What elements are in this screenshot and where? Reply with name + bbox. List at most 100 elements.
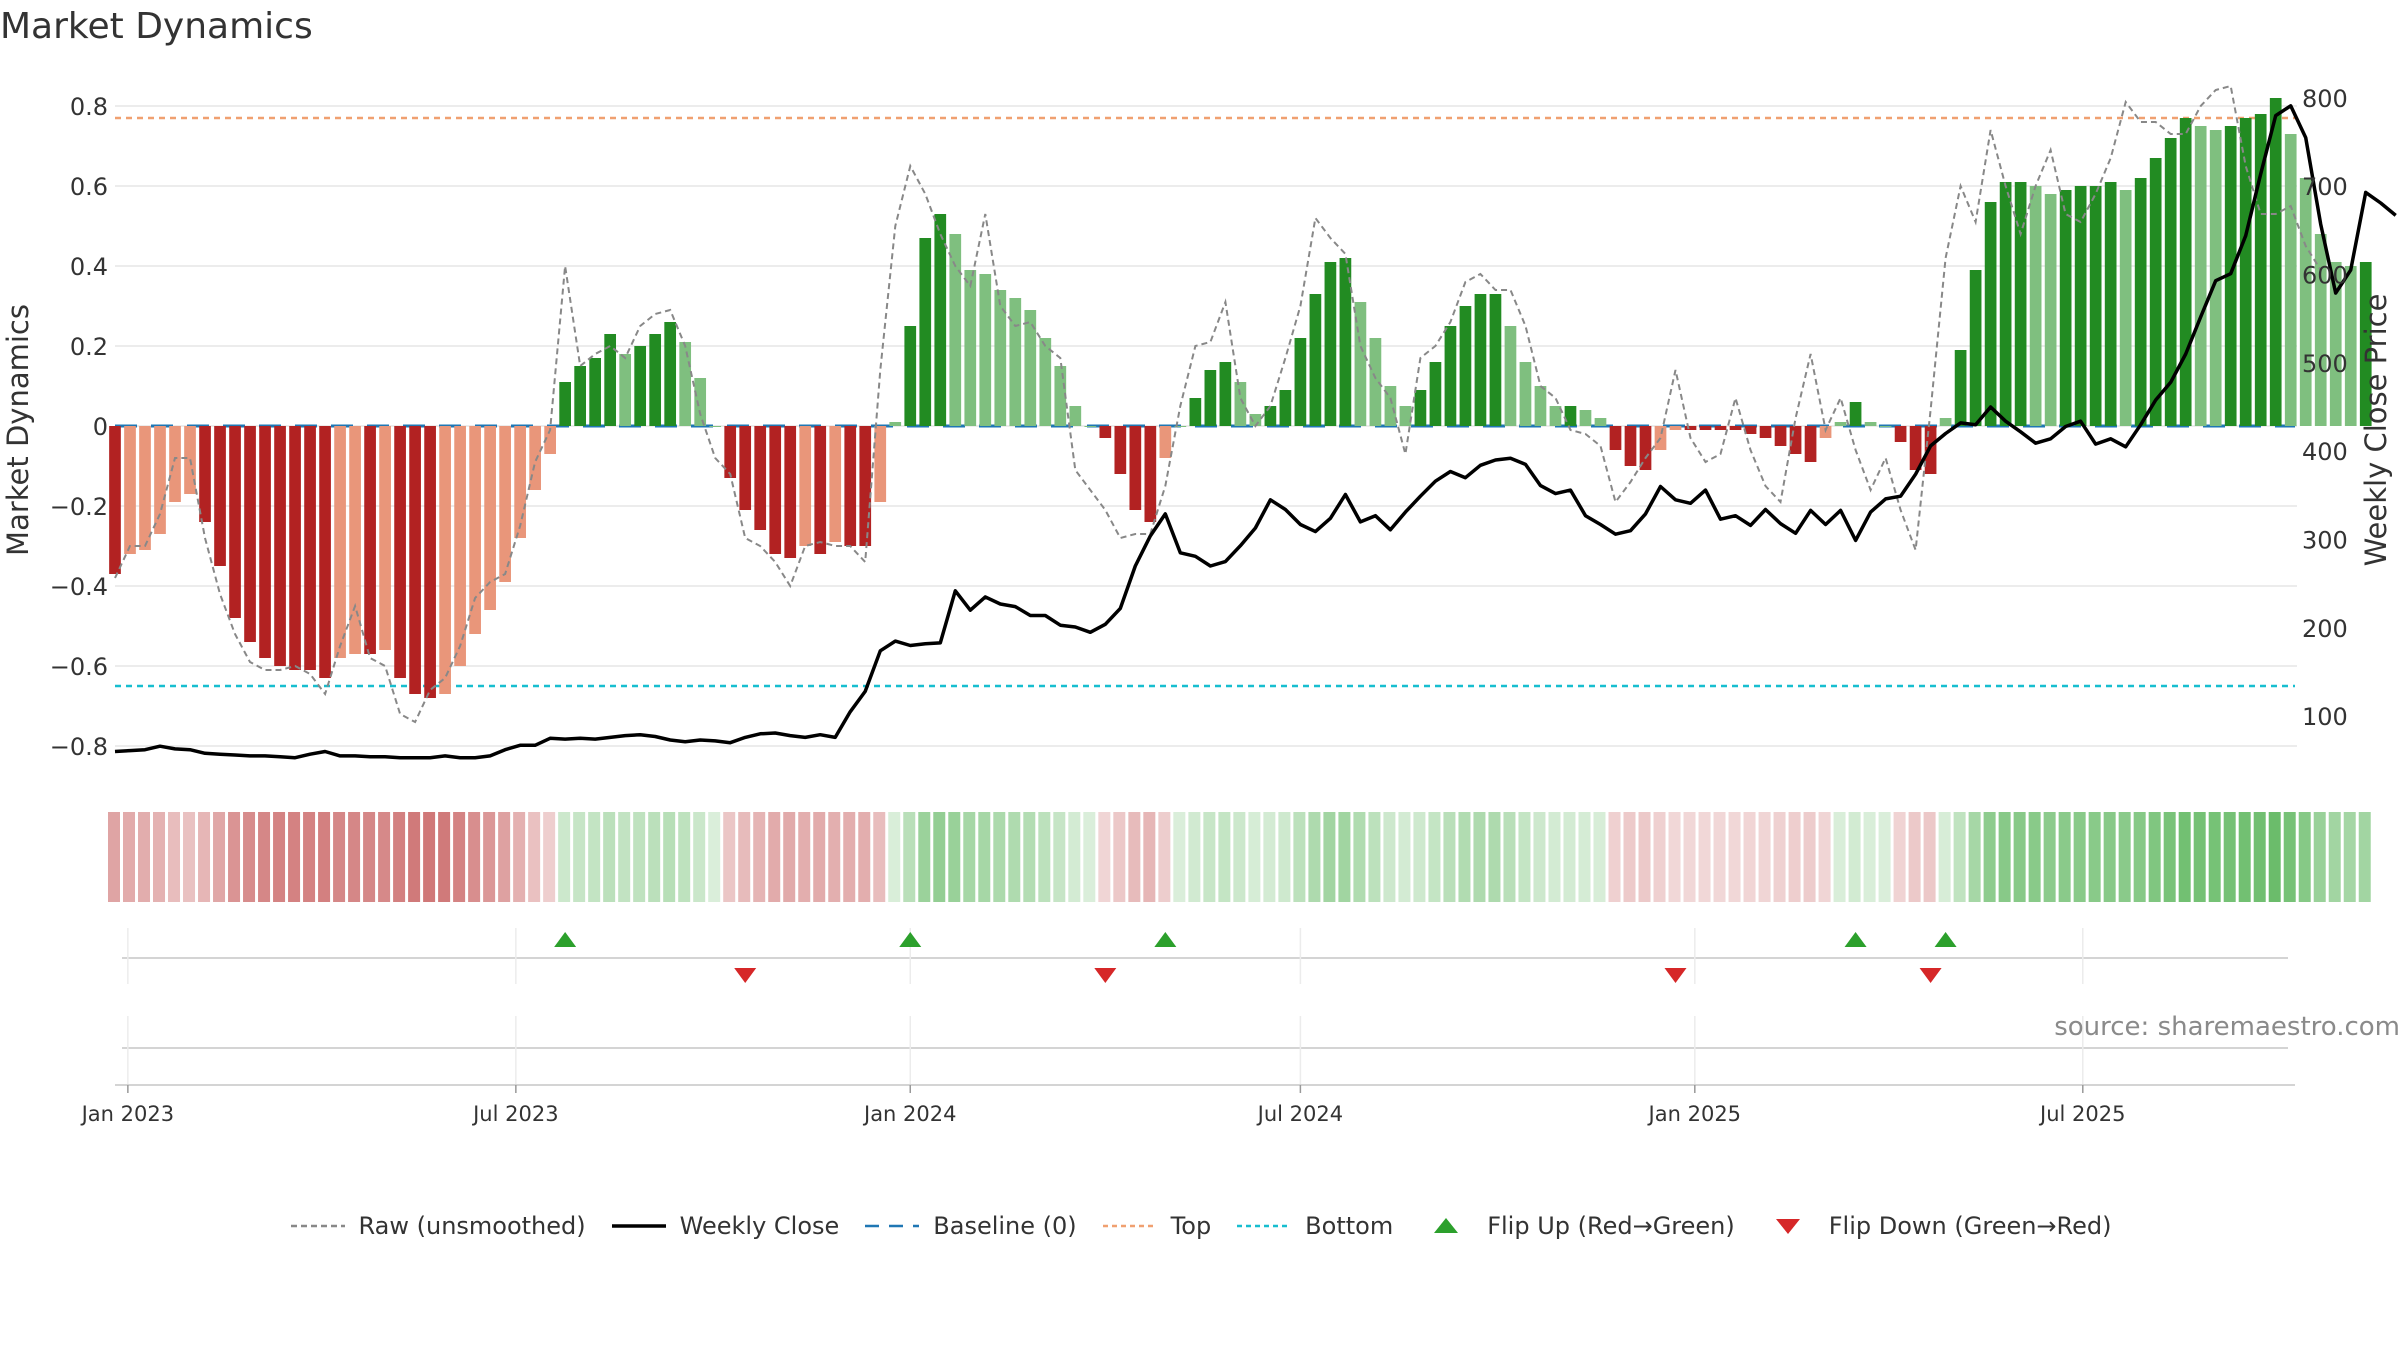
- dynamics-bar: [559, 382, 571, 426]
- heat-strip-cell: [2148, 812, 2161, 902]
- dynamics-bar: [169, 426, 181, 502]
- dynamics-bar: [589, 358, 602, 426]
- heat-strip-cell: [168, 812, 181, 902]
- dynamics-bar: [634, 346, 647, 426]
- dynamics-bar: [649, 334, 662, 426]
- heat-strip-cell: [603, 812, 616, 902]
- heat-strip-cell: [1023, 812, 1036, 902]
- heat-strip-cell: [1338, 812, 1351, 902]
- heat-strip-cell: [1968, 812, 1981, 902]
- heat-strip-cell: [243, 812, 256, 902]
- heat-strip-cell: [2283, 812, 2296, 902]
- heat-strip-cell: [1278, 812, 1291, 902]
- dynamics-bar: [2014, 182, 2027, 426]
- heat-strip-cell: [378, 812, 391, 902]
- y2-tick-label: 100: [2302, 703, 2348, 731]
- heat-strip-cell: [1893, 812, 1906, 902]
- dynamics-bar: [934, 214, 947, 426]
- heat-strip-cell: [423, 812, 436, 902]
- dynamics-bar: [319, 426, 331, 678]
- dynamics-bar: [859, 426, 872, 546]
- heat-strip-cell: [783, 812, 796, 902]
- dynamics-bar: [754, 426, 767, 530]
- heat-strip-cell: [1638, 812, 1651, 902]
- dynamics-bar: [1384, 386, 1397, 426]
- dynamics-bar: [784, 426, 797, 558]
- dynamics-bar: [154, 426, 166, 534]
- dynamics-bar: [1729, 426, 1742, 430]
- dynamics-bar: [2194, 126, 2207, 426]
- heat-strip-cell: [1548, 812, 1561, 902]
- heat-strip-cell: [123, 812, 136, 902]
- heat-strip-cell: [213, 812, 226, 902]
- dynamics-bar: [769, 426, 782, 554]
- heat-strip-cell: [453, 812, 466, 902]
- legend-item-flipup: Flip Up (Red→Green): [1417, 1212, 1735, 1240]
- dynamics-bar: [1834, 422, 1847, 426]
- y2-tick-label: 600: [2302, 262, 2348, 290]
- flip-up-marker: [1934, 932, 1957, 947]
- heat-strip-cell: [2118, 812, 2131, 902]
- heat-strip-cell: [693, 812, 706, 902]
- dynamics-bar: [2299, 178, 2312, 426]
- dynamics-bar: [724, 426, 737, 478]
- heat-strip-cell: [2178, 812, 2191, 902]
- legend-label: Baseline (0): [933, 1212, 1077, 1240]
- heat-strip-cell: [978, 812, 991, 902]
- heat-strip-cell: [2343, 812, 2356, 902]
- y-tick-label: 0.4: [70, 253, 108, 281]
- dynamics-bar: [1174, 426, 1187, 427]
- dynamics-bar: [1894, 426, 1907, 442]
- dynamics-bar: [2269, 98, 2282, 426]
- heat-strip-cell: [1353, 812, 1366, 902]
- heat-strip-cell: [228, 812, 241, 902]
- heat-strip-cell: [633, 812, 646, 902]
- dynamics-bar: [1684, 426, 1697, 430]
- heat-strip-cell: [918, 812, 931, 902]
- y2-tick-label: 800: [2302, 85, 2348, 113]
- heat-strip-cell: [1308, 812, 1321, 902]
- heat-strip-cell: [1413, 812, 1426, 902]
- dynamics-bar: [964, 270, 977, 426]
- dynamics-bar: [2359, 262, 2372, 426]
- heat-strip-cell: [468, 812, 481, 902]
- heat-strip-cell: [1713, 812, 1726, 902]
- heat-strip-cell: [1218, 812, 1231, 902]
- heat-strip-cell: [993, 812, 1006, 902]
- y-tick-label: −0.4: [50, 573, 108, 601]
- heat-strip-cell: [1383, 812, 1396, 902]
- legend-item-top: Top: [1101, 1212, 1212, 1240]
- dynamics-bar: [1474, 294, 1487, 426]
- close-layer: [114, 104, 2397, 760]
- heat-strip-cell: [1653, 812, 1666, 902]
- heat-strip-cell: [2073, 812, 2086, 902]
- dynamics-bar: [124, 426, 136, 554]
- dynamics-bar: [1144, 426, 1157, 522]
- flip-marker-panel: [122, 928, 2288, 984]
- heat-strip-cell: [1323, 812, 1336, 902]
- heat-strip-cell: [273, 812, 286, 902]
- heat-strip-cell: [543, 812, 556, 902]
- heat-strip-cell: [1008, 812, 1021, 902]
- raw-layer: [114, 84, 2322, 724]
- legend-item-close: Weekly Close: [610, 1212, 839, 1240]
- dynamics-bar: [664, 322, 677, 426]
- legend-label: Top: [1170, 1212, 1212, 1240]
- heat-strip-cell: [1053, 812, 1066, 902]
- heat-strip-cell: [318, 812, 331, 902]
- dynamics-bar: [2104, 182, 2117, 426]
- y2-tick-label: 500: [2302, 350, 2348, 378]
- heat-strip-cell: [153, 812, 166, 902]
- dynamics-bar: [1024, 310, 1037, 426]
- dynamics-bar: [904, 326, 917, 426]
- dynamics-bar: [1414, 390, 1427, 426]
- dynamics-bar: [889, 422, 902, 426]
- heat-strip-cell: [2313, 812, 2326, 902]
- triangle-down-icon: [1775, 1219, 1800, 1234]
- heat-strip-cell: [828, 812, 841, 902]
- dynamics-bar: [229, 426, 241, 618]
- x-tick-label: Jan 2024: [862, 1102, 957, 1126]
- dynamics-bar: [1339, 258, 1352, 426]
- y-tick-label: −0.8: [50, 733, 108, 761]
- heat-strip-cell: [1188, 812, 1201, 902]
